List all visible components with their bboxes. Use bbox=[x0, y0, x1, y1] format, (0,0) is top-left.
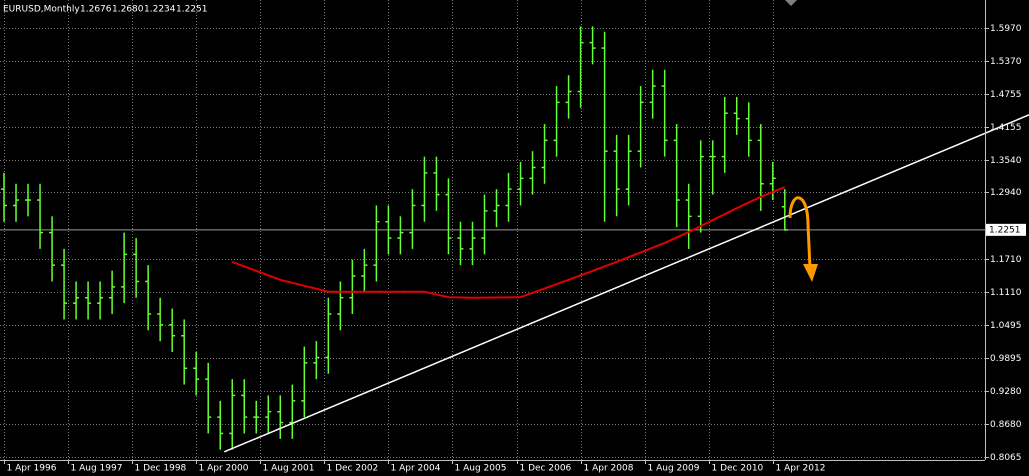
x-tick-label: 1 Apr 2004 bbox=[391, 464, 441, 474]
y-tick-label: 0.8680 bbox=[990, 420, 1022, 430]
y-tick-label: 1.5370 bbox=[990, 57, 1022, 67]
y-tick-label: 1.0495 bbox=[990, 321, 1022, 331]
quote-value: 1.2676 bbox=[80, 5, 112, 15]
x-tick-label: 1 Aug 2001 bbox=[263, 464, 315, 474]
y-tick-label: 0.8065 bbox=[990, 453, 1022, 463]
current-price-label: 1.2251 bbox=[989, 225, 1021, 235]
y-tick-label: 0.9895 bbox=[990, 354, 1022, 364]
y-tick-label: 1.3540 bbox=[990, 156, 1022, 166]
x-tick-label: 1 Aug 2009 bbox=[648, 464, 700, 474]
axis-labels: 1.5970 1.5370 1.4755 1.4155 1.3540 1.2940 1.17… bbox=[4, 24, 1026, 474]
quote: 1.2676 1.2680 1.2234 1.2251 bbox=[80, 5, 208, 15]
quote-value: 1.2680 bbox=[112, 5, 144, 15]
y-tick-label: 0.9280 bbox=[990, 387, 1022, 397]
y-tick-label: 1.1110 bbox=[990, 288, 1022, 298]
marks bbox=[1, 26, 1029, 453]
y-tick-label: 1.2940 bbox=[990, 188, 1022, 198]
x-tick-label: 1 Dec 2006 bbox=[520, 464, 572, 474]
trendline-extension bbox=[984, 114, 1029, 134]
quote-value: 1.2251 bbox=[176, 5, 208, 15]
x-tick-label: 1 Aug 2005 bbox=[455, 464, 507, 474]
quote-value: 1.2234 bbox=[144, 5, 176, 15]
x-tick-label: 1 Dec 1998 bbox=[135, 464, 187, 474]
current-price-box bbox=[986, 223, 1026, 236]
chart-title: EURUSD,Monthly bbox=[3, 5, 80, 15]
shift-marker bbox=[785, 0, 797, 6]
grid bbox=[0, 0, 985, 460]
x-tick-label: 1 Apr 2012 bbox=[776, 464, 826, 474]
y-tick-label: 1.4755 bbox=[990, 90, 1022, 100]
annotation-arrow-head bbox=[803, 264, 818, 282]
x-tick-label: 1 Apr 2000 bbox=[199, 464, 249, 474]
x-tick-label: 1 Apr 1996 bbox=[7, 464, 57, 474]
y-tick-label: 1.5970 bbox=[990, 24, 1022, 34]
y-tick-label: 1.4155 bbox=[990, 123, 1022, 133]
x-tick-label: 1 Dec 2010 bbox=[712, 464, 764, 474]
y-tick-label: 1.1710 bbox=[990, 255, 1022, 265]
moving-average bbox=[231, 186, 786, 299]
x-tick-label: 1 Dec 2002 bbox=[327, 464, 379, 474]
x-tick-label: 1 Apr 2008 bbox=[584, 464, 634, 474]
annotation-arrow bbox=[788, 196, 812, 269]
x-tick-label: 1 Aug 1997 bbox=[71, 464, 123, 474]
trendline bbox=[223, 132, 986, 453]
